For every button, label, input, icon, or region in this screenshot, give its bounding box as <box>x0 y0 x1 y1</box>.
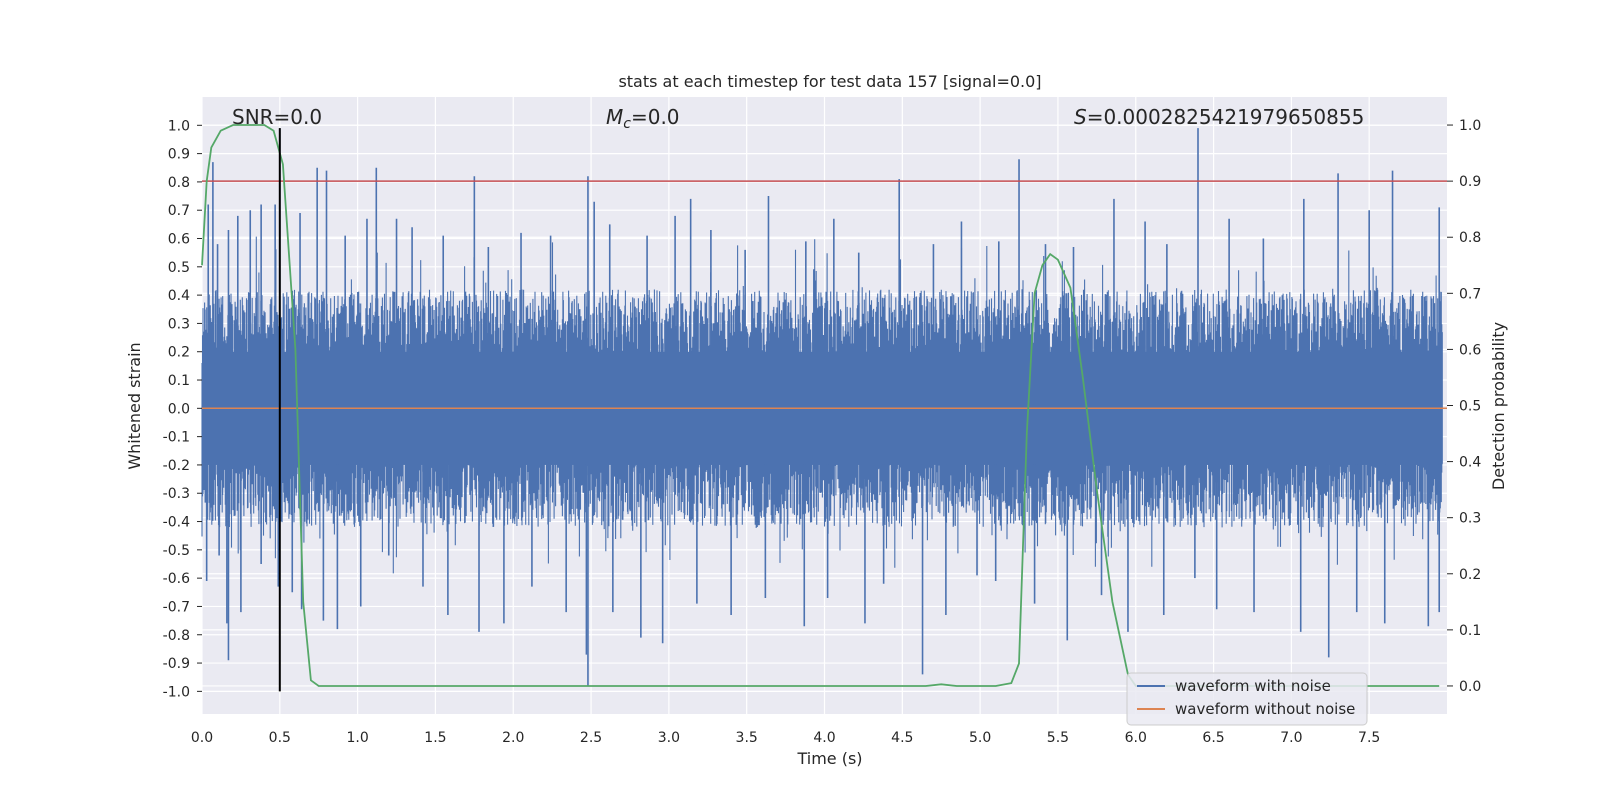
mc-symbol: M <box>606 105 623 129</box>
y-tick-label: 0.5 <box>168 260 190 276</box>
y-tick-label: -0.2 <box>163 458 190 474</box>
y2-tick-label: 0.6 <box>1459 342 1481 358</box>
legend-box <box>1126 672 1368 726</box>
legend-label-noise: waveform with noise <box>1175 677 1331 695</box>
x-tick-label: 1.5 <box>424 730 446 746</box>
s-value: =0.0002825421979650855 <box>1087 105 1365 129</box>
y2-tick-label: 0.8 <box>1459 230 1481 246</box>
x-tick-label: 4.5 <box>891 730 913 746</box>
snr-annotation: SNR=0.0 <box>232 105 322 129</box>
x-tick-label: 4.0 <box>813 730 835 746</box>
y2-tick-label: 0.4 <box>1459 455 1481 471</box>
x-tick-label: 0.0 <box>191 730 213 746</box>
y-tick-label: 0.4 <box>168 288 190 304</box>
y2-tick-label: 1.0 <box>1459 118 1481 134</box>
mc-subscript: c <box>623 116 631 132</box>
x-tick-label: 3.0 <box>658 730 680 746</box>
y-tick-label: 0.1 <box>168 373 190 389</box>
y-tick-label: -0.5 <box>163 543 190 559</box>
y-tick-label: 0.7 <box>168 203 190 219</box>
y-tick-label: -0.1 <box>163 430 190 446</box>
x-tick-label: 3.5 <box>736 730 758 746</box>
x-tick-label: 7.5 <box>1358 730 1380 746</box>
x-tick-label: 0.5 <box>269 730 291 746</box>
y-tick-label: -1.0 <box>163 684 190 700</box>
x-tick-label: 5.0 <box>969 730 991 746</box>
y-tick-label: -0.7 <box>163 599 190 615</box>
x-tick-label: 6.0 <box>1125 730 1147 746</box>
legend: waveform with noise waveform without noi… <box>1126 672 1368 726</box>
x-axis-label: Time (s) <box>796 749 862 768</box>
mc-annotation: Mc=0.0 <box>606 105 680 132</box>
y-axis-label: Whitened strain <box>125 342 144 469</box>
y-tick-label: 0.9 <box>168 147 190 163</box>
y-tick-label: 0.3 <box>168 316 190 332</box>
y-tick-label: -0.8 <box>163 628 190 644</box>
y-tick-label: 0.2 <box>168 345 190 361</box>
s-annotation: S=0.0002825421979650855 <box>1074 105 1364 129</box>
legend-label-clean: waveform without noise <box>1175 700 1355 718</box>
y-tick-label: -0.6 <box>163 571 190 587</box>
y-tick-label: 0.0 <box>168 401 190 417</box>
y-tick-label: -0.3 <box>163 486 190 502</box>
x-tick-label: 1.0 <box>346 730 368 746</box>
y2-tick-label: 0.7 <box>1459 286 1481 302</box>
y-axis-ticks: 1.0 0.9 0.8 0.7 0.6 0.5 0.4 0.3 0.2 0.1 0.0 -0.1 -0.… <box>163 118 202 700</box>
y2-axis-label: Detection probability <box>1489 322 1508 490</box>
y-tick-label: -0.9 <box>163 656 190 672</box>
y2-tick-label: 0.2 <box>1459 567 1481 583</box>
x-tick-label: 7.0 <box>1280 730 1302 746</box>
detection-probability-line <box>201 124 1440 687</box>
y-tick-label: -0.4 <box>163 515 190 531</box>
y2-tick-label: 0.5 <box>1459 399 1481 415</box>
chart-title: stats at each timestep for test data 157… <box>618 72 1041 91</box>
x-tick-label: 2.5 <box>580 730 602 746</box>
x-tick-label: 5.5 <box>1047 730 1069 746</box>
y2-tick-label: 0.9 <box>1459 174 1481 190</box>
y-tick-label: 1.0 <box>168 118 190 134</box>
x-axis-ticks: 0.0 0.5 1.0 1.5 2.0 2.5 3.0 3.5 4.0 4.5 5.0 5.5 6.0 6… <box>191 730 1380 746</box>
y-tick-label: 0.8 <box>168 175 190 191</box>
y2-tick-label: 0.0 <box>1459 679 1481 695</box>
x-tick-label: 2.0 <box>502 730 524 746</box>
x-tick-label: 6.5 <box>1202 730 1224 746</box>
series-layer <box>201 124 1447 692</box>
mc-value: =0.0 <box>631 105 680 129</box>
y2-axis-ticks: 1.0 0.9 0.8 0.7 0.6 0.5 0.4 0.3 0.2 0.1 0.0 <box>1447 118 1481 695</box>
y2-tick-label: 0.3 <box>1459 511 1481 527</box>
y2-tick-label: 0.1 <box>1459 623 1481 639</box>
y-tick-label: 0.6 <box>168 232 190 248</box>
s-symbol: S <box>1074 105 1087 129</box>
